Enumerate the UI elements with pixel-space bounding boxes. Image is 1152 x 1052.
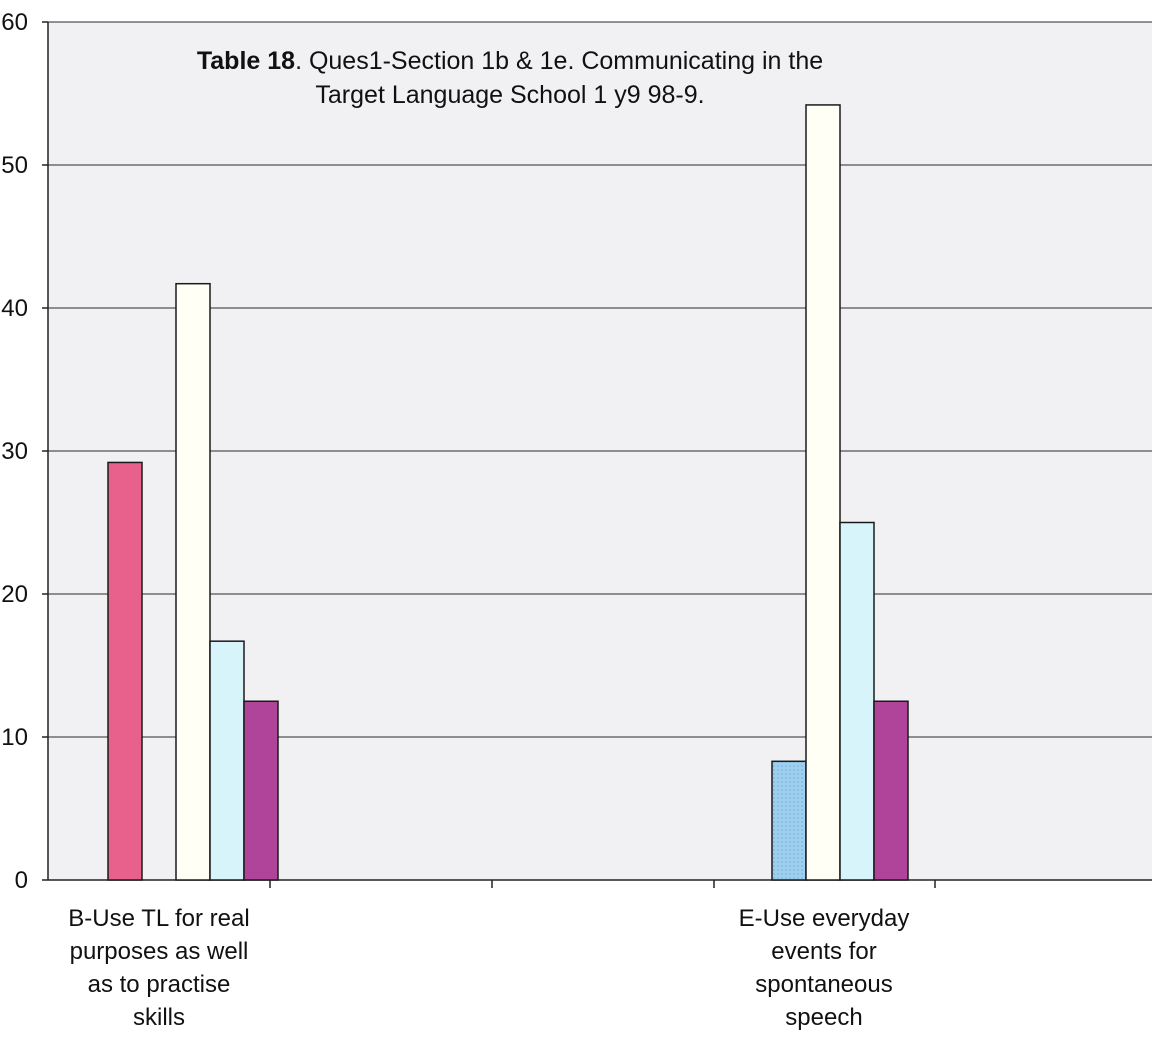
x-category-label-line: events for <box>771 938 877 965</box>
y-tick-label: 40 <box>1 295 28 322</box>
x-category-label-line: skills <box>133 1004 185 1031</box>
x-category-label-line: purposes as well <box>69 938 249 965</box>
y-tick-label: 10 <box>1 724 28 751</box>
x-category-label: B-Use TL for real purposes as well as to p… <box>29 902 289 1034</box>
title-line1: . Ques1-Section 1b & 1e. Communicating i… <box>295 47 824 75</box>
x-category-label-line: speech <box>785 1004 863 1031</box>
x-category-label: E-Use everyday events for spontaneous speec… <box>694 902 954 1034</box>
title-line2: Target Language School 1 y9 98-9. <box>315 81 705 109</box>
y-tick-label: 50 <box>1 152 28 179</box>
x-category-label-line: spontaneous <box>755 971 893 998</box>
bar <box>839 521 875 881</box>
y-tick-label: 30 <box>1 438 28 465</box>
bar <box>175 282 211 881</box>
x-category-label-line: E-Use everyday <box>738 905 910 932</box>
title-bold: Table 18 <box>196 47 296 75</box>
bar <box>873 700 909 881</box>
x-category-label-line: as to practise <box>87 971 231 998</box>
y-tick-label: 60 <box>1 9 28 36</box>
bar <box>209 640 245 881</box>
bar <box>771 760 807 881</box>
y-tick-label: 0 <box>15 867 28 894</box>
chart-title: Table 18. Ques1-Section 1b & 1e. Communi… <box>90 44 930 112</box>
bar <box>107 461 143 881</box>
bar <box>243 700 279 881</box>
y-tick-label: 20 <box>1 581 28 608</box>
x-category-label-line: B-Use TL for real <box>68 905 250 932</box>
bar <box>805 104 841 881</box>
